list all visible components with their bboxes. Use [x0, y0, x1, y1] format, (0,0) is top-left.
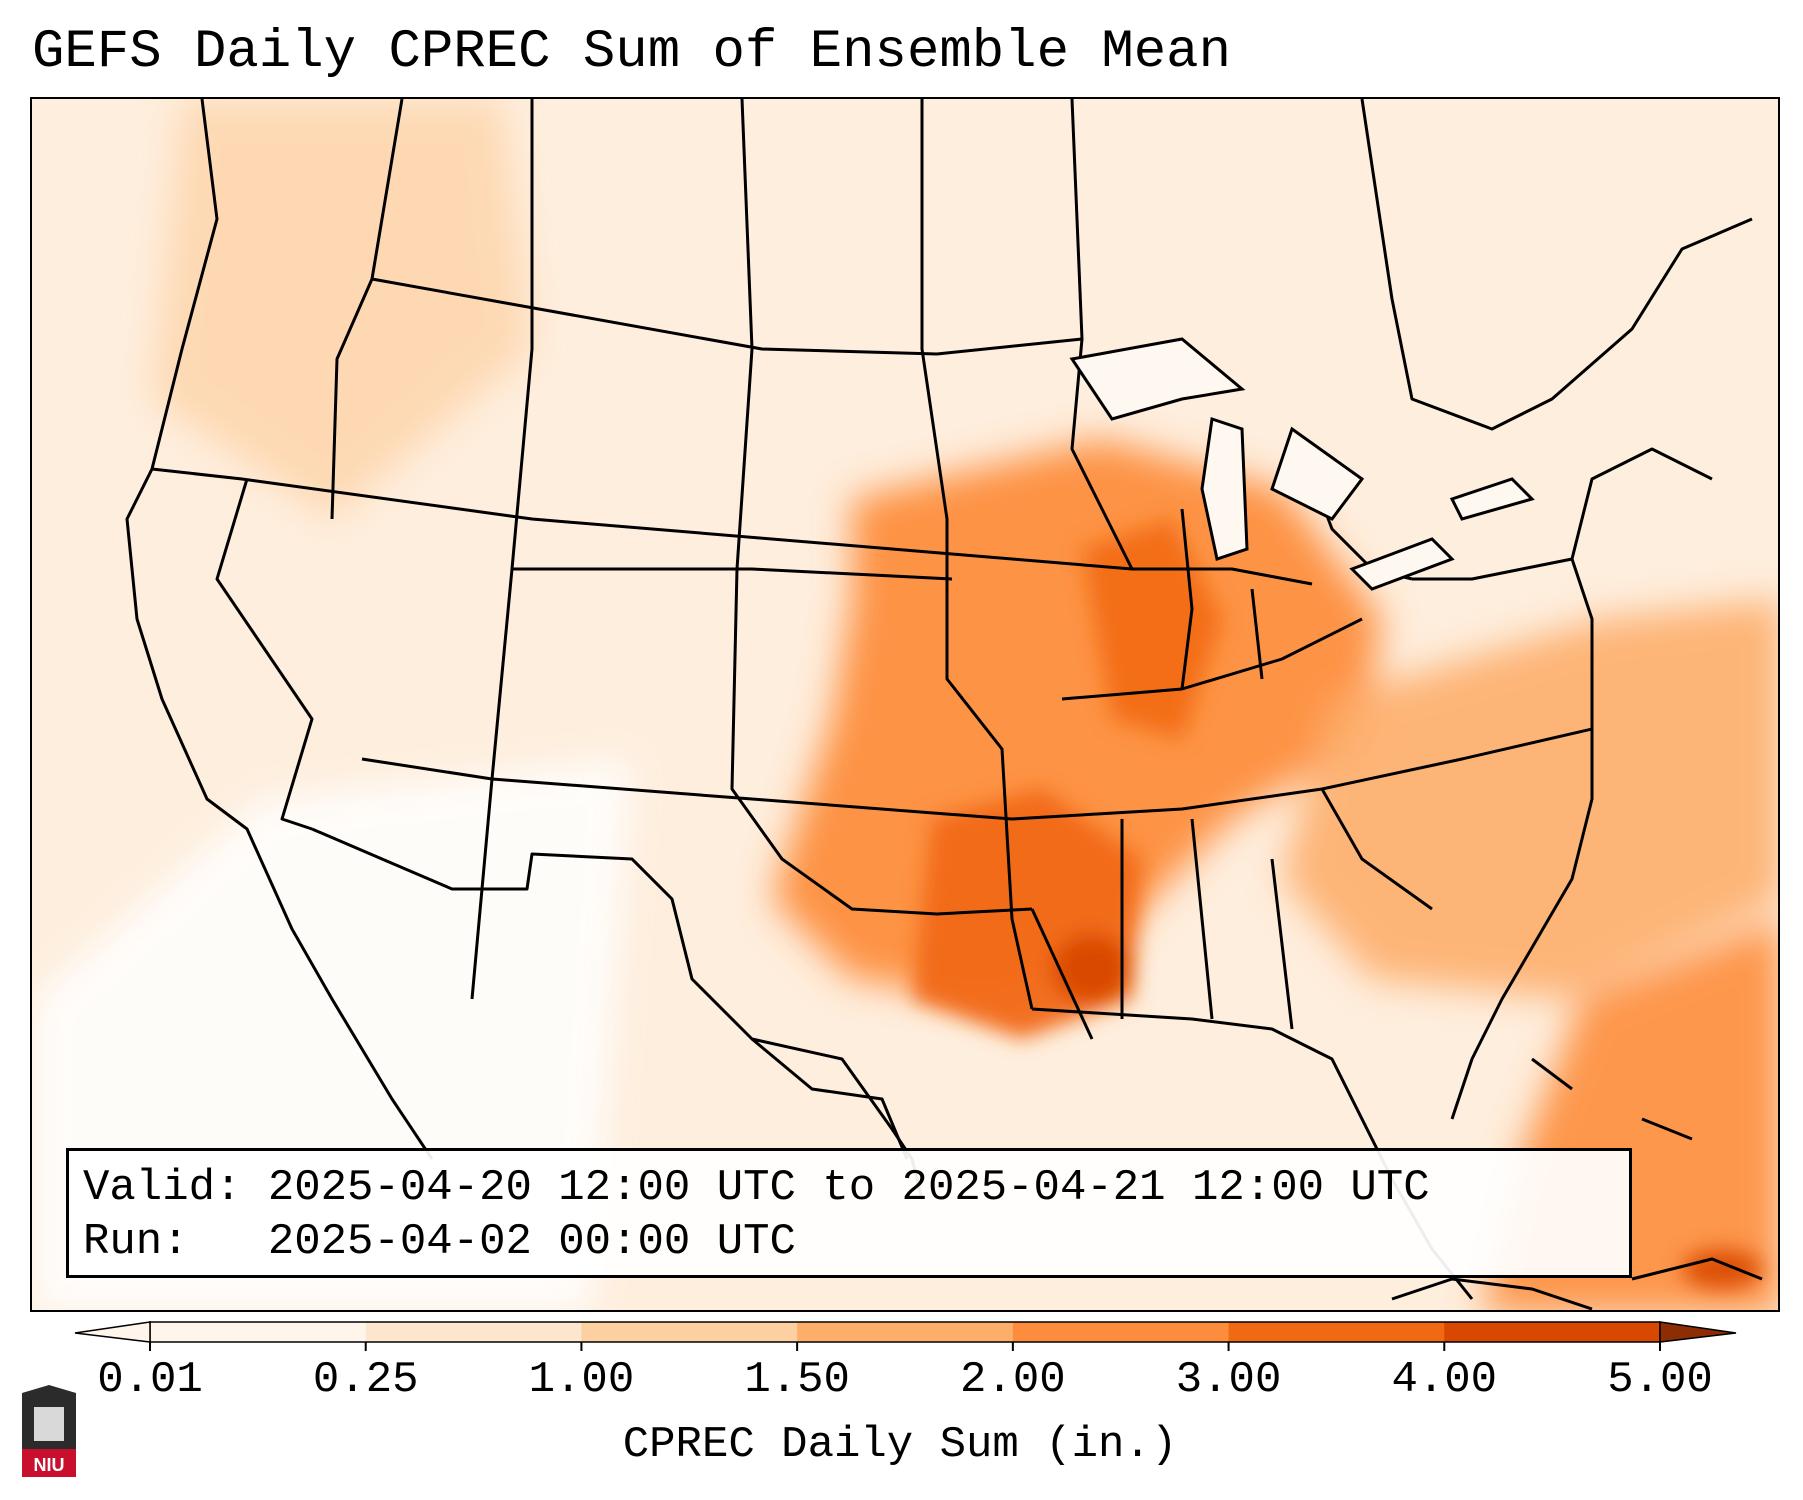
- colorbar-max-arrow: [1659, 1321, 1737, 1343]
- colorbar-segment: [365, 1322, 582, 1342]
- colorbar-segment: [1444, 1322, 1661, 1342]
- colorbar-tick-label: 5.00: [1607, 1355, 1713, 1405]
- run-time-line: Run: 2025-04-02 00:00 UTC: [83, 1217, 796, 1267]
- colorbar-segments: [149, 1321, 1661, 1343]
- colorbar-min-arrow: [74, 1321, 151, 1343]
- great-lakes: [1069, 337, 1535, 591]
- colorbar-label: CPREC Daily Sum (in.): [622, 1420, 1178, 1470]
- map-title: GEFS Daily CPREC Sum of Ensemble Mean: [32, 22, 1231, 83]
- colorbar-segment: [1228, 1322, 1445, 1342]
- colorbar: [74, 1321, 1737, 1351]
- colorbar-tick-label: 3.00: [1175, 1355, 1282, 1405]
- colorbar-tick-label: 1.00: [528, 1355, 635, 1405]
- state-boundaries: [125, 99, 1753, 1300]
- valid-time-line: Valid: 2025-04-20 12:00 UTC to 2025-04-2…: [83, 1163, 1430, 1213]
- colorbar-tick-label: 1.50: [744, 1355, 850, 1405]
- map-canvas: [32, 99, 1778, 1310]
- region-northwest: [152, 99, 532, 519]
- caribbean-islands: [1391, 1057, 1763, 1310]
- logo-text: NIU: [34, 1455, 65, 1475]
- colorbar-segment: [150, 1322, 367, 1342]
- colorbar-segment: [797, 1322, 1014, 1342]
- validity-info-box: Valid: 2025-04-20 12:00 UTC to 2025-04-2…: [66, 1148, 1632, 1278]
- colorbar-tick-label: 0.25: [312, 1355, 419, 1405]
- colorbar-segment: [1012, 1322, 1230, 1342]
- colorbar-tick-label: 2.00: [960, 1355, 1066, 1405]
- precip-map: [30, 97, 1780, 1312]
- colorbar-tick-label: 0.01: [97, 1355, 203, 1405]
- niu-logo: NIU: [22, 1385, 76, 1477]
- colorbar-segment: [581, 1322, 798, 1342]
- colorbar-tick-label: 4.00: [1391, 1355, 1498, 1405]
- colorbar-ticks: [149, 1342, 1661, 1351]
